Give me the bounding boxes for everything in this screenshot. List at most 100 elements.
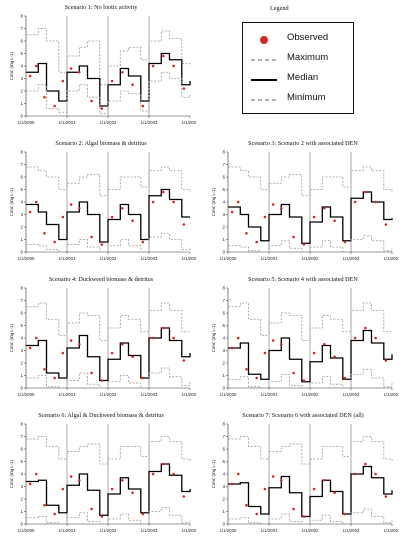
series-line-median bbox=[26, 327, 191, 382]
observed-point bbox=[78, 478, 81, 482]
x-tick-label: 1/1/2004 bbox=[384, 256, 398, 261]
observed-point bbox=[255, 240, 258, 244]
chart-scenario-1: 0 1 2 3 4 5 6 7 8 Conc (mg L-1) 1/1/2000 1/1/2001 1/… bbox=[9, 14, 196, 125]
series-line-maximum bbox=[26, 436, 191, 465]
observed-point bbox=[353, 200, 357, 204]
observed-point bbox=[333, 491, 336, 495]
y-tick-label: 4 bbox=[20, 200, 23, 205]
observed-point bbox=[34, 472, 38, 476]
chart-scenario-5: 0 1 2 3 4 5 6 7 8 Conc (mg L-1) 1/1/2000 1/1/2001 1/… bbox=[211, 286, 398, 397]
y-tick-label: 4 bbox=[20, 336, 23, 341]
y-tick-label: 3 bbox=[20, 484, 23, 489]
observed-point bbox=[100, 515, 104, 518]
y-tick-label: 7 bbox=[222, 434, 225, 439]
y-tick-label: 0 bbox=[222, 250, 225, 255]
x-tick-label: 1/1/2000 bbox=[18, 256, 35, 261]
observed-point bbox=[182, 87, 186, 90]
observed-point bbox=[34, 336, 38, 340]
y-tick-label: 2 bbox=[222, 361, 225, 366]
observed-point bbox=[78, 70, 81, 74]
y-axis-label: Conc (mg L-1) bbox=[9, 459, 14, 488]
observed-point bbox=[384, 495, 388, 498]
y-tick-label: 0 bbox=[20, 386, 23, 391]
y-tick-label: 3 bbox=[20, 348, 23, 353]
x-tick-label: 1/1/2003 bbox=[343, 528, 360, 533]
y-tick-label: 3 bbox=[222, 484, 225, 489]
y-tick-label: 8 bbox=[20, 150, 23, 155]
observed-point bbox=[245, 231, 248, 235]
series-line-minimum bbox=[26, 71, 191, 114]
chart-title: Scenario 6: Algal & Duckweed biomass & d… bbox=[38, 412, 164, 419]
chart-scenario-4: 0 1 2 3 4 5 6 7 8 Conc (mg L-1) 1/1/2000 1/1/2001 1/… bbox=[9, 286, 196, 397]
maximum-line-icon bbox=[251, 59, 277, 61]
chart-title: Scenario 5: Scenario 4 with associated D… bbox=[248, 276, 358, 283]
y-tick-label: 7 bbox=[222, 162, 225, 167]
y-tick-label: 1 bbox=[20, 101, 23, 106]
observed-point bbox=[271, 339, 275, 342]
x-tick-label: 1/1/2001 bbox=[59, 392, 76, 397]
legend-entry-median: Median bbox=[243, 71, 353, 87]
y-tick-label: 1 bbox=[222, 237, 225, 242]
observed-point bbox=[131, 219, 134, 223]
y-tick-label: 8 bbox=[222, 422, 225, 427]
observed-point bbox=[34, 200, 38, 204]
observed-point bbox=[292, 507, 295, 511]
observed-point bbox=[162, 462, 165, 466]
chart-title: Scenario 1: No biotic activity bbox=[64, 4, 138, 11]
observed-point bbox=[90, 507, 93, 511]
observed-point bbox=[43, 95, 46, 99]
observed-point bbox=[172, 200, 175, 204]
y-tick-label: 3 bbox=[20, 76, 23, 81]
x-tick-label: 1/1/2000 bbox=[220, 256, 237, 261]
observed-point bbox=[53, 104, 56, 108]
y-tick-label: 1 bbox=[222, 373, 225, 378]
y-axis-label: Conc (mg L-1) bbox=[211, 459, 216, 488]
x-tick-label: 1/1/2002 bbox=[100, 120, 117, 125]
observed-point bbox=[280, 206, 283, 210]
series-line-maximum bbox=[26, 28, 191, 86]
chart-panel-scenario-2: Scenario 2: Algal biomass & detritus 0 1 2… bbox=[6, 140, 196, 266]
observed-point bbox=[141, 376, 145, 380]
chart-title: Scenario 7: Scenario 6 with associated D… bbox=[242, 412, 364, 419]
series-line-maximum bbox=[228, 436, 393, 465]
observed-point bbox=[312, 487, 316, 491]
y-tick-label: 8 bbox=[222, 150, 225, 155]
observed-point bbox=[182, 223, 186, 226]
x-tick-label: 1/1/2003 bbox=[141, 528, 158, 533]
minimum-line-icon bbox=[251, 99, 277, 101]
observed-point bbox=[69, 203, 73, 206]
observed-point bbox=[374, 472, 377, 476]
y-tick-label: 7 bbox=[20, 434, 23, 439]
legend-entry-maximum: Maximum bbox=[243, 51, 353, 67]
chart-panel-scenario-1: Scenario 1: No biotic activity 0 1 2 3 4 5 6 7 8… bbox=[6, 4, 196, 130]
x-tick-label: 1/1/2003 bbox=[141, 392, 158, 397]
x-tick-label: 1/1/2003 bbox=[343, 256, 360, 261]
observed-point bbox=[302, 379, 306, 382]
observed-point bbox=[90, 235, 93, 239]
x-tick-label: 1/1/2000 bbox=[18, 120, 35, 125]
observed-point bbox=[53, 376, 56, 380]
observed-point bbox=[255, 512, 258, 516]
x-tick-label: 1/1/2001 bbox=[261, 392, 278, 397]
legend-label: Median bbox=[287, 72, 319, 83]
observed-point bbox=[236, 200, 240, 204]
y-axis-label: Conc (mg L-1) bbox=[9, 323, 14, 352]
observed-point bbox=[162, 326, 165, 330]
observed-point bbox=[312, 351, 316, 355]
observed-point bbox=[43, 367, 46, 371]
y-tick-label: 5 bbox=[20, 51, 23, 56]
observed-marker-icon bbox=[260, 36, 268, 44]
y-tick-label: 3 bbox=[222, 348, 225, 353]
observed-point bbox=[69, 475, 73, 478]
observed-point bbox=[245, 367, 248, 371]
y-tick-label: 2 bbox=[222, 497, 225, 502]
x-tick-label: 1/1/2002 bbox=[302, 256, 319, 261]
y-axis-label: Conc (mg L-1) bbox=[211, 323, 216, 352]
observed-point bbox=[28, 346, 32, 350]
observed-point bbox=[34, 64, 38, 68]
y-tick-label: 2 bbox=[20, 225, 23, 230]
observed-point bbox=[384, 223, 388, 226]
observed-point bbox=[110, 79, 114, 83]
observed-point bbox=[333, 219, 336, 223]
observed-point bbox=[69, 67, 73, 70]
